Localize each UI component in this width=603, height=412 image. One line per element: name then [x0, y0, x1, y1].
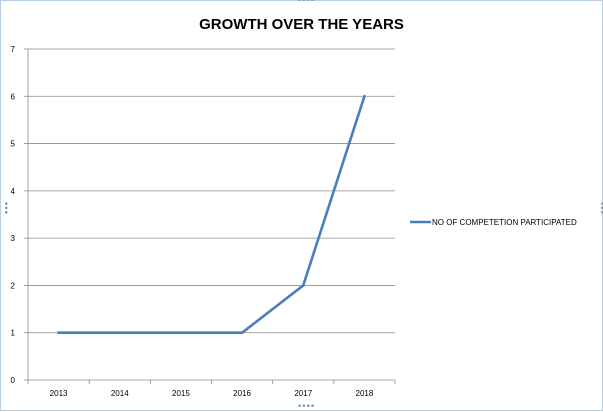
- y-tick-label: 7: [11, 45, 16, 54]
- x-tick-label: 2015: [172, 389, 190, 398]
- x-tick-label: 2013: [50, 389, 68, 398]
- axes: [27, 49, 395, 381]
- y-tick-label: 5: [11, 140, 16, 149]
- legend-label: NO OF COMPETETION PARTICIPATED: [432, 218, 577, 227]
- legend[interactable]: NO OF COMPETETION PARTICIPATED: [410, 218, 577, 227]
- x-tick-label: 2016: [233, 389, 251, 398]
- data-point: [301, 284, 305, 287]
- data-point: [363, 94, 366, 98]
- x-axis-tick-labels: 2013 2014 2015 2016 2017 2018: [27, 380, 396, 398]
- y-tick-label: 1: [11, 329, 16, 338]
- resize-handle-left[interactable]: •••: [0, 201, 10, 214]
- data-point: [240, 331, 244, 335]
- data-point: [179, 331, 183, 335]
- x-tick-label: 2017: [294, 389, 312, 398]
- y-tick-label: 2: [11, 281, 16, 290]
- resize-handle-top[interactable]: ••••: [297, 0, 315, 6]
- data-point: [118, 331, 122, 335]
- y-tick-label: 3: [11, 234, 16, 243]
- y-tick-label: 4: [11, 187, 16, 196]
- data-point: [57, 331, 60, 335]
- resize-handle-right[interactable]: •••: [596, 201, 603, 214]
- series-line: [57, 94, 366, 335]
- gridlines: [24, 48, 395, 381]
- x-tick-label: 2014: [111, 389, 129, 398]
- resize-handle-bottom[interactable]: ••••: [297, 402, 315, 412]
- y-tick-label: 0: [11, 376, 16, 385]
- x-tick-label: 2018: [356, 389, 374, 398]
- y-tick-label: 6: [11, 92, 16, 101]
- chart-title: GROWTH OVER THE YEARS: [199, 16, 404, 33]
- y-axis-tick-labels: 0 1 2 3 4 5 6 7: [11, 45, 16, 385]
- series-group: [57, 94, 366, 335]
